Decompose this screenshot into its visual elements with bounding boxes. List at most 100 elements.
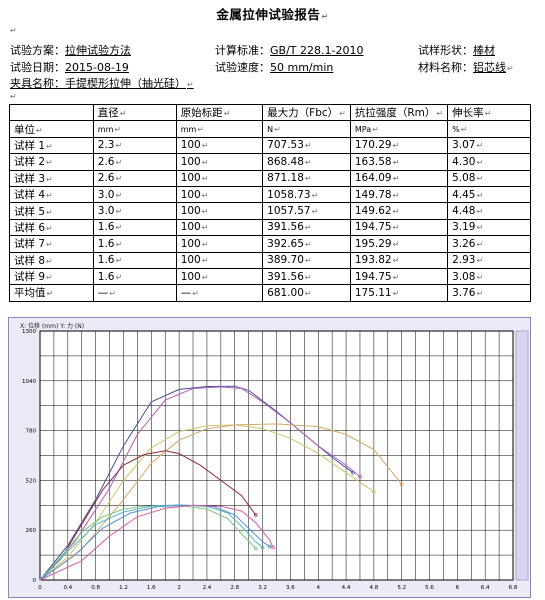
series-end-point <box>358 474 362 479</box>
series-line <box>39 504 274 581</box>
table-cell: 194.75↵ <box>349 267 449 286</box>
table-cell: 100↵ <box>175 202 264 220</box>
x-tick-label: 4.4 <box>342 585 351 591</box>
table-row: 试样 2↵ 2.6↵ 100↵ 868.48↵ 163.58↵ 4.30↵ <box>9 153 531 171</box>
table-cell: 平均值↵ <box>9 284 94 302</box>
table-cell: N↵ <box>262 120 351 138</box>
series-end-point <box>253 513 258 517</box>
x-tick-label: 3.2 <box>258 585 267 591</box>
table-row: 试样 4↵ 3.0↵ 100↵ 1058.73↵ 149.78↵ 4.45↵ <box>9 185 531 204</box>
x-tick-label: 1.6 <box>147 585 156 591</box>
table-cell: 2.6↵ <box>92 169 177 187</box>
table-cell: 最大力（Fbc）↵ <box>262 103 351 122</box>
y-tick-label: 1300 <box>22 329 36 335</box>
y-tick-label: 780 <box>26 429 37 435</box>
table-row: 试样 7↵ 1.6↵ 100↵ 392.65↵ 195.29↵ 3.26↵ <box>9 235 531 253</box>
x-tick-label: 6.8 <box>509 585 518 591</box>
series-line <box>39 504 263 581</box>
table-row: 试样 1↵ 2.3↵ 100↵ 707.53↵ 170.29↵ 3.07↵ <box>9 136 531 155</box>
table-cell: 试样 7↵ <box>9 235 94 253</box>
x-tick-label: 6 <box>456 585 460 591</box>
test-date-value: 2015-08-19 <box>65 61 129 74</box>
calc-standard: 计算标准：GB/T 228.1-2010 <box>215 44 364 57</box>
table-units-row: 单位↵ mm↵ mm↵ N↵ MPa↵ %↵ <box>9 120 531 138</box>
table-cell: 1.6↵ <box>92 251 177 269</box>
table-cell: 3.26↵ <box>447 235 531 253</box>
table-cell: 试样 1↵ <box>9 136 94 155</box>
report-title: 金属拉伸试验报告↵ <box>216 7 329 22</box>
table-cell: 1057.57↵ <box>262 202 351 220</box>
table-cell: 707.53↵ <box>262 136 351 155</box>
x-tick-label: 1.2 <box>119 585 128 591</box>
table-cell: 195.29↵ <box>349 235 449 253</box>
paragraph-mark: ↵ <box>10 92 17 101</box>
table-header-row: 直径↵ 原始标距↵ 最大力（Fbc）↵ 抗拉强度（Rm）↵ 伸长率↵ <box>9 103 531 122</box>
table-cell: 单位↵ <box>9 120 94 138</box>
table-cell: 193.82↵ <box>349 251 449 269</box>
table-row: 试样 3↵ 2.6↵ 100↵ 871.18↵ 164.09↵ 5.08↵ <box>9 169 531 187</box>
table-cell: 4.30↵ <box>447 153 531 171</box>
table-row: 试样 9↵ 1.6↵ 100↵ 391.56↵ 194.75↵ 3.08↵ <box>9 267 531 286</box>
x-tick-label: 4 <box>316 585 320 591</box>
table-cell: 3.19↵ <box>447 218 531 237</box>
chart-header-label: X: 位移 (mm) Y: 力 (N) <box>20 322 84 330</box>
table-cell: 100↵ <box>175 136 264 155</box>
table-cell: 163.58↵ <box>349 153 449 171</box>
table-cell: 1.6↵ <box>92 267 177 286</box>
series-line <box>39 450 257 581</box>
y-tick-label: 0 <box>33 578 37 584</box>
x-tick-label: 0.4 <box>63 585 72 591</box>
table-cell: 681.00↵ <box>262 284 351 302</box>
table-cell: 试样 9↵ <box>9 267 94 286</box>
x-tick-label: 5.6 <box>425 585 434 591</box>
table-cell: 100↵ <box>175 251 264 269</box>
table-average-row: 平均值↵ —↵ —↵ 681.00↵ 175.11↵ 3.76↵ <box>9 284 531 302</box>
table-cell: 100↵ <box>175 235 264 253</box>
table-cell: —↵ <box>92 284 177 302</box>
table-cell: 100↵ <box>175 185 264 204</box>
table-cell: 100↵ <box>175 218 264 237</box>
x-tick-label: 0 <box>38 585 42 591</box>
material-name-value: 铝芯线 <box>473 61 506 74</box>
table-cell: MPa↵ <box>349 120 449 138</box>
test-scheme-value: 拉伸试验方法 <box>65 44 131 57</box>
chart-svg: X: 位移 (mm) Y: 力 (N) 0 0.4 0.8 1.2 1.6 2 2.4 2.8 3… <box>8 317 531 598</box>
table-cell: 试样 6↵ <box>9 218 94 237</box>
table-cell <box>9 103 94 122</box>
y-tick-label: 260 <box>26 528 37 534</box>
table-cell: 抗拉强度（Rm）↵ <box>349 103 449 122</box>
table-cell: 170.29↵ <box>349 136 449 155</box>
table-cell: 4.45↵ <box>447 185 531 204</box>
test-speed-value: 50 mm/min <box>270 61 334 74</box>
series-line <box>39 386 361 581</box>
x-tick-label: 3.6 <box>286 585 295 591</box>
table-cell: 100↵ <box>175 153 264 171</box>
table-cell: 3.07↵ <box>447 136 531 155</box>
table-cell: 3.0↵ <box>92 185 177 204</box>
table-cell: 871.18↵ <box>262 169 351 187</box>
test-date: 试验日期：2015-08-19 <box>10 61 129 74</box>
table-cell: 194.75↵ <box>349 218 449 237</box>
calc-standard-value: GB/T 228.1-2010 <box>270 44 364 57</box>
table-row: 试样 5↵ 3.0↵ 100↵ 1057.57↵ 149.62↵ 4.48↵ <box>9 202 531 220</box>
material-name: 材料名称：铝芯线↵ <box>418 61 514 74</box>
results-table: 直径↵ 原始标距↵ 最大力（Fbc）↵ 抗拉强度（Rm）↵ 伸长率↵ 单位↵ mm↵ mm↵ N… <box>9 103 531 302</box>
table-cell: 原始标距↵ <box>175 103 264 122</box>
table-cell: 392.65↵ <box>262 235 351 253</box>
table-cell: 3.08↵ <box>447 267 531 286</box>
table-cell: 149.78↵ <box>349 185 449 204</box>
table-cell: 试样 5↵ <box>9 202 94 220</box>
table-cell: 164.09↵ <box>349 169 449 187</box>
chart-scrollbar <box>515 330 529 581</box>
x-tick-label: 5.2 <box>397 585 406 591</box>
x-tick-label: 2.8 <box>230 585 239 591</box>
table-cell: 3.76↵ <box>447 284 531 302</box>
series-line <box>39 423 403 581</box>
test-scheme: 试验方案：拉伸试验方法 <box>10 44 131 57</box>
table-cell: 2.93↵ <box>447 251 531 269</box>
table-cell: 1.6↵ <box>92 235 177 253</box>
series-end-point <box>271 545 275 550</box>
series-line <box>39 504 270 581</box>
specimen-shape: 试样形状：棒材 <box>418 44 495 57</box>
table-cell: —↵ <box>175 284 264 302</box>
